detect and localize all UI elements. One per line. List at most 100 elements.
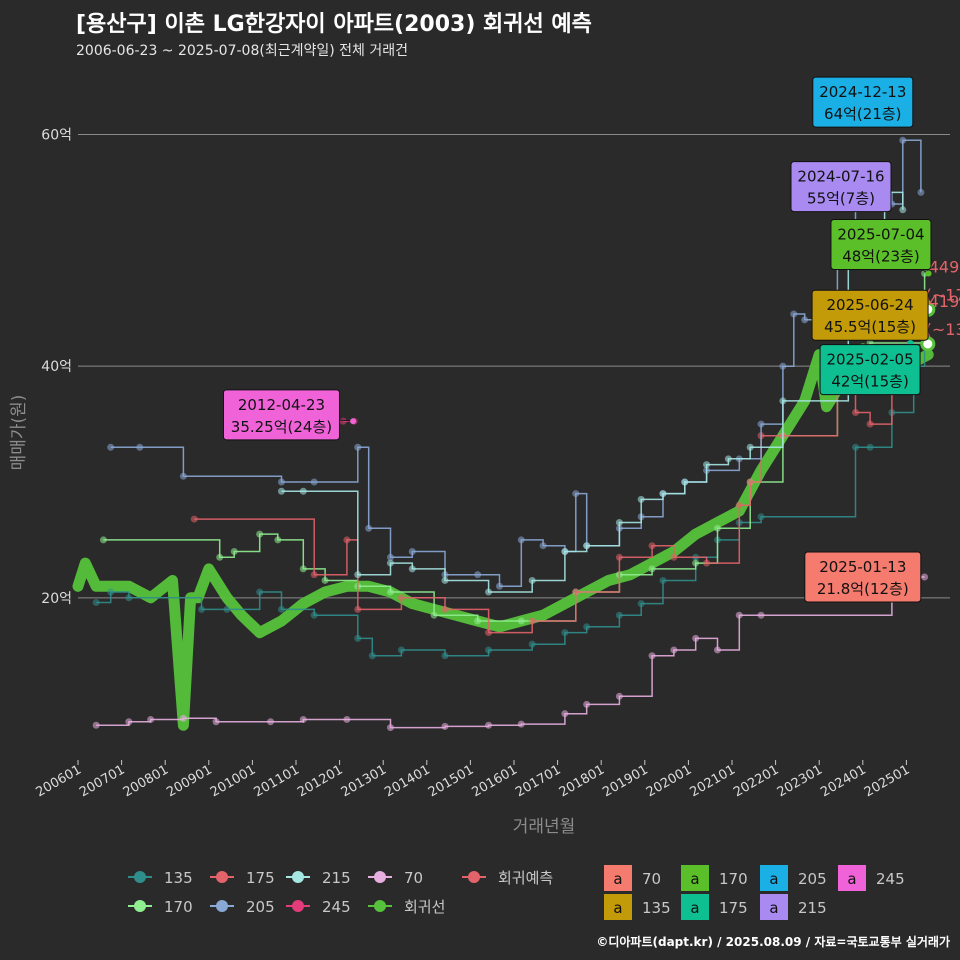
legend-box-glyph: a: [613, 899, 622, 917]
data-point-70: [648, 652, 656, 660]
annotation-box: [790, 161, 892, 213]
data-point-215: [354, 571, 362, 579]
data-point-175: [528, 617, 536, 625]
data-point-215: [441, 576, 449, 584]
data-point-70: [670, 646, 678, 654]
data-point-70: [517, 720, 525, 728]
annotation-date: 2025-01-13: [819, 558, 906, 576]
legend-dot-swatch: [374, 900, 386, 912]
legend-line-label: 245: [322, 898, 351, 916]
legend-box-glyph: a: [690, 899, 699, 917]
data-point-215: [583, 542, 591, 550]
data-point-215: [779, 397, 787, 405]
x-tick-label: 202501: [862, 762, 912, 800]
annotation-point: [925, 270, 932, 277]
annotation-price: 42억(15층): [831, 373, 908, 391]
data-point-215: [561, 548, 569, 555]
annotation-price: 45.5억(15층): [824, 318, 916, 336]
annotation-date: 2024-12-13: [819, 83, 906, 101]
data-point-205: [899, 136, 907, 144]
data-point-135: [198, 605, 206, 613]
series-line-170: [103, 273, 926, 622]
data-point-175: [866, 420, 874, 428]
x-tick-label: 202401: [818, 762, 868, 800]
annotation-date: 2025-06-24: [826, 296, 913, 314]
legend-line-label: 205: [246, 898, 275, 916]
x-tick-label: 201801: [557, 762, 607, 800]
forecast-label: 419,167: [929, 292, 960, 311]
data-point-205: [517, 536, 525, 544]
data-point-135: [659, 576, 667, 584]
data-point-135: [223, 605, 231, 613]
annotation-box: [830, 219, 932, 271]
data-point-205: [136, 443, 144, 451]
legend-line-label: 215: [322, 869, 351, 887]
data-point-70: [212, 718, 220, 726]
data-point-175: [735, 501, 743, 509]
annotation-date: 2025-02-05: [826, 351, 913, 369]
data-point-205: [365, 524, 373, 532]
y-tick-label: 40억: [41, 359, 72, 375]
data-point-205: [790, 310, 798, 318]
data-point-175: [670, 553, 678, 561]
legend-box-glyph: a: [847, 870, 856, 888]
data-point-215: [615, 519, 623, 527]
data-point-170: [321, 576, 329, 584]
x-tick-label: 201201: [295, 762, 345, 800]
x-axis-label: 거래년월: [513, 817, 576, 837]
data-point-205: [495, 582, 503, 590]
data-point-205: [386, 553, 394, 561]
legend-dot-swatch: [292, 900, 304, 912]
data-point-175: [703, 559, 711, 567]
annotation-date: 2024-07-16: [797, 168, 884, 186]
legend-box-swatch: [681, 865, 709, 891]
data-point-205: [277, 478, 285, 486]
data-point-215: [681, 478, 689, 486]
data-point-205: [354, 443, 362, 451]
data-point-170: [517, 617, 525, 625]
data-point-135: [441, 652, 449, 660]
annotation-box: [811, 289, 929, 341]
data-point-70: [921, 573, 929, 581]
legend-box-swatch: [604, 865, 632, 891]
data-point-205: [408, 548, 416, 555]
data-point-205: [779, 362, 787, 370]
legend-box-swatch: [760, 865, 788, 891]
annotation-price: 55억(7층): [807, 190, 875, 208]
data-point-135: [757, 513, 765, 521]
legend-box-label: 175: [719, 899, 748, 917]
data-point-215: [899, 206, 907, 214]
x-tick-label: 202301: [775, 762, 825, 800]
x-tick-label: 201101: [252, 762, 302, 800]
annotation-date: 2012-04-23: [238, 396, 325, 414]
x-tick-label: 201001: [208, 762, 258, 800]
y-tick-label: 60억: [41, 128, 72, 144]
legend-dot-swatch: [374, 871, 386, 883]
annotation-box: [812, 76, 914, 128]
data-point-215: [703, 461, 711, 469]
data-point-175: [190, 515, 198, 523]
data-point-205: [539, 542, 547, 550]
x-tick-label: 201601: [470, 762, 520, 800]
y-tick-label: 20억: [41, 591, 72, 607]
data-point-135: [583, 623, 591, 631]
data-point-70: [147, 715, 155, 723]
data-point-170: [713, 524, 721, 532]
data-point-215: [637, 495, 645, 503]
data-point-170: [386, 588, 394, 596]
data-point-175: [572, 588, 580, 596]
data-point-175: [648, 542, 656, 550]
legend-line-label: 회귀선: [404, 898, 445, 916]
legend-box-swatch: [838, 865, 866, 891]
legend-box-label: 245: [876, 870, 905, 888]
data-point-170: [274, 536, 282, 544]
data-point-205: [757, 420, 765, 428]
data-point-170: [99, 536, 107, 544]
data-point-170: [430, 611, 438, 619]
data-point-170: [216, 553, 224, 561]
legend-box-glyph: a: [769, 899, 778, 917]
x-tick-label: 200901: [164, 762, 214, 800]
data-point-175: [441, 605, 449, 613]
x-tick-label: 202101: [688, 762, 738, 800]
data-point-205: [179, 472, 187, 480]
